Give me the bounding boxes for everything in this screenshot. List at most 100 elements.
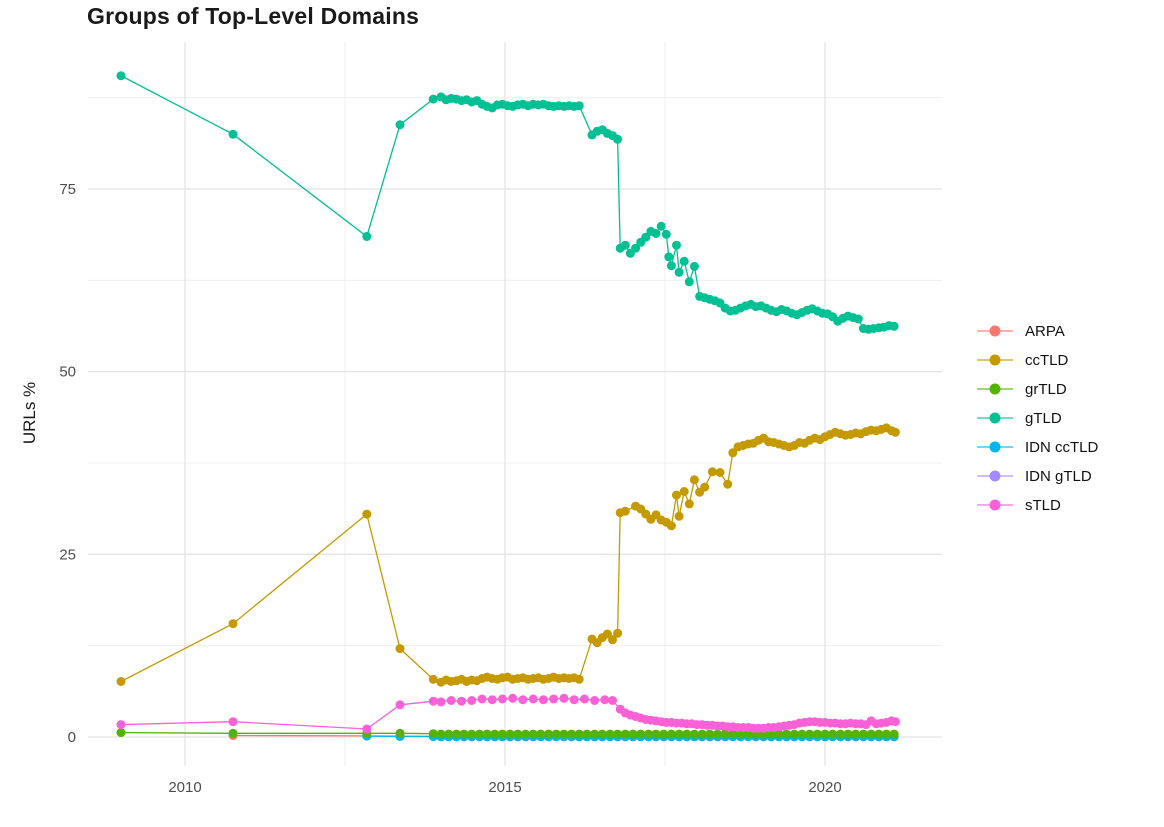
data-point-grTLD: [482, 729, 492, 739]
data-point-grTLD: [467, 729, 477, 739]
legend-item-IDN-ccTLD: IDN ccTLD: [976, 437, 1098, 457]
data-point-grTLD: [851, 729, 861, 739]
data-point-grTLD: [628, 729, 638, 739]
data-point-gTLD: [684, 277, 694, 287]
data-point-sTLD: [477, 694, 487, 704]
data-point-ccTLD: [602, 629, 612, 639]
data-point-sTLD: [538, 695, 548, 705]
data-point-sTLD: [590, 696, 600, 705]
data-point-gTLD: [395, 120, 405, 130]
legend-dot-icon: [989, 470, 1001, 482]
data-point-sTLD: [497, 694, 507, 704]
legend-item-ARPA: ARPA: [976, 321, 1098, 341]
x-tick-label: 2015: [488, 779, 521, 796]
data-point-grTLD: [451, 729, 461, 739]
chart-title: Groups of Top-Level Domains: [87, 3, 420, 29]
data-point-grTLD: [551, 729, 561, 739]
data-point-grTLD: [666, 729, 676, 739]
data-point-grTLD: [536, 729, 546, 739]
data-point-grTLD: [858, 729, 868, 739]
data-point-sTLD: [528, 694, 538, 704]
data-point-grTLD: [597, 729, 607, 739]
data-point-grTLD: [605, 729, 615, 739]
data-point-grTLD: [116, 728, 126, 738]
data-point-grTLD: [620, 729, 630, 739]
legend-item-label: ARPA: [1025, 322, 1065, 340]
data-point-ccTLD: [574, 674, 584, 684]
legend-dot-icon: [989, 412, 1001, 424]
data-point-gTLD: [679, 256, 689, 266]
data-point-grTLD: [228, 728, 238, 738]
data-point-gTLD: [651, 229, 661, 238]
data-point-gTLD: [672, 240, 681, 250]
x-tick-label: 2010: [168, 779, 201, 796]
legend-dot-icon: [989, 325, 1001, 337]
data-point-grTLD: [490, 729, 500, 739]
data-point-ccTLD: [707, 467, 717, 477]
legend-item-gTLD: gTLD: [976, 408, 1098, 428]
data-point-grTLD: [544, 729, 553, 739]
data-point-ccTLD: [715, 468, 725, 477]
data-point-ccTLD: [228, 619, 238, 629]
legend-item-label: IDN gTLD: [1025, 467, 1092, 485]
data-point-grTLD: [674, 729, 684, 739]
data-point-ccTLD: [679, 487, 689, 496]
data-point-grTLD: [651, 729, 661, 739]
legend-key-icon: [977, 412, 1013, 424]
data-point-gTLD: [641, 232, 651, 242]
data-point-grTLD: [881, 729, 891, 739]
y-tick-label: 75: [59, 181, 76, 198]
legend-item-label: gTLD: [1025, 409, 1062, 427]
series-line-ccTLD: [120, 427, 896, 683]
data-point-grTLD: [789, 729, 799, 739]
legend-item-label: grTLD: [1025, 380, 1067, 398]
data-point-grTLD: [743, 729, 753, 739]
data-point-grTLD: [689, 729, 699, 739]
data-point-sTLD: [228, 717, 238, 727]
data-point-grTLD: [459, 729, 469, 739]
data-point-grTLD: [505, 729, 515, 739]
data-point-grTLD: [797, 729, 807, 739]
data-point-grTLD: [574, 729, 584, 739]
data-point-gTLD: [664, 252, 674, 262]
data-point-sTLD: [569, 695, 579, 705]
legend-key-icon: [977, 383, 1013, 395]
data-point-sTLD: [549, 694, 559, 704]
data-point-grTLD: [774, 729, 784, 739]
data-point-gTLD: [228, 129, 238, 139]
data-point-grTLD: [497, 729, 507, 739]
data-point-grTLD: [812, 729, 822, 739]
data-point-grTLD: [782, 729, 792, 739]
data-point-grTLD: [474, 729, 484, 739]
data-point-gTLD: [661, 229, 671, 239]
data-point-grTLD: [636, 729, 646, 739]
legend-item-grTLD: grTLD: [976, 379, 1098, 399]
legend-key-icon: [977, 499, 1013, 511]
data-point-grTLD: [820, 729, 830, 739]
legend: ARPA ccTLD grTLD gTLD IDN ccTLD IDN gTLD sTLD: [976, 321, 1098, 515]
data-point-sTLD: [890, 717, 900, 727]
data-point-grTLD: [395, 728, 405, 738]
data-point-sTLD: [362, 724, 372, 734]
data-point-ccTLD: [728, 448, 738, 458]
data-point-grTLD: [528, 729, 538, 739]
data-point-gTLD: [853, 314, 863, 324]
data-point-sTLD: [579, 694, 589, 704]
data-point-ccTLD: [620, 506, 630, 516]
data-point-ccTLD: [684, 499, 694, 509]
data-point-ccTLD: [613, 628, 623, 638]
legend-item-label: IDN ccTLD: [1025, 438, 1099, 456]
data-point-grTLD: [805, 729, 815, 739]
y-tick-label: 0: [68, 729, 76, 746]
data-point-grTLD: [828, 729, 838, 739]
data-point-sTLD: [487, 695, 497, 705]
legend-item-IDN-gTLD: IDN gTLD: [976, 466, 1098, 486]
data-point-sTLD: [608, 696, 617, 705]
data-point-ccTLD: [116, 677, 126, 686]
data-point-gTLD: [674, 267, 684, 277]
data-point-grTLD: [513, 729, 523, 739]
data-point-sTLD: [428, 696, 438, 706]
data-point-ccTLD: [672, 490, 681, 500]
data-point-grTLD: [613, 729, 623, 739]
